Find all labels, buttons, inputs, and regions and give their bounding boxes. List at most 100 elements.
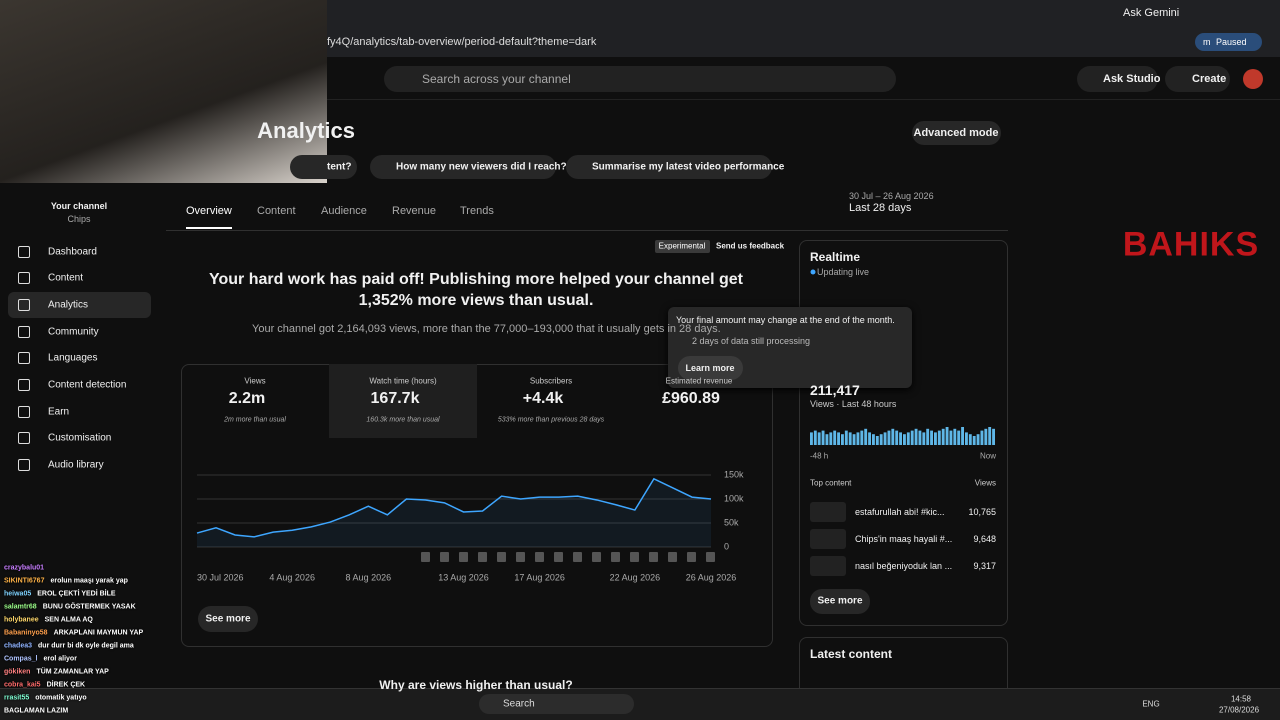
taskbar-search-label[interactable]: Search [503, 698, 535, 710]
advanced-mode-button[interactable] [912, 121, 1001, 145]
search-box[interactable] [384, 66, 896, 92]
nav-item[interactable]: Languages [48, 352, 98, 364]
realtime-bar [810, 432, 813, 445]
create[interactable]: Create [1192, 73, 1227, 85]
nav-item[interactable]: Community [48, 326, 99, 338]
realtime-bar [984, 428, 988, 445]
nav-icon [18, 459, 30, 471]
profile-status[interactable]: Paused [1216, 37, 1247, 47]
chat-message: DİREK ÇEK [46, 681, 86, 689]
x-tick-label: 8 Aug 2026 [346, 572, 392, 582]
create-button[interactable] [1165, 66, 1230, 92]
thumbnail[interactable] [810, 502, 846, 522]
nav-item[interactable]: Content detection [48, 379, 127, 391]
tab[interactable]: Audience [321, 205, 367, 217]
chip-label[interactable]: How many new viewers did I reach? [396, 161, 567, 173]
thumbnail[interactable] [810, 529, 846, 549]
realtime-bar [860, 430, 864, 445]
chat-line: cobra_kai5 DİREK ÇEK [4, 681, 86, 689]
video-views: 9,648 [973, 534, 996, 544]
realtime-bar [879, 434, 883, 445]
chip[interactable] [370, 155, 556, 179]
nav-item[interactable]: Earn [48, 406, 70, 418]
metric-label: Estimated revenue [665, 376, 733, 386]
nav-item[interactable]: Audio library [48, 459, 104, 471]
timeline-thumb [668, 552, 677, 562]
realtime-bar [813, 430, 817, 445]
realtime-card [799, 240, 1008, 626]
chat-message: erol aliyor [43, 655, 77, 663]
realtime-bar [899, 432, 902, 445]
metric-value: 2.2m [228, 390, 266, 407]
y-tick-label: 0 [724, 541, 729, 551]
date-range: 30 Jul – 26 Aug 2026 [849, 191, 934, 201]
avatar[interactable] [1243, 69, 1263, 89]
tab[interactable]: Revenue [392, 205, 437, 217]
chip-label[interactable]: Summarise my latest video performance [592, 161, 785, 173]
page-title: Analytics [257, 118, 355, 143]
realtime-bar [891, 428, 895, 445]
tab-underline [186, 227, 232, 229]
timeline-thumb [649, 552, 658, 562]
see-more-button[interactable] [198, 606, 258, 632]
timeline-thumb [535, 552, 544, 562]
realtime-bar [852, 434, 856, 445]
metric-label: Watch time (hours) [369, 376, 437, 386]
nav-item[interactable]: Content [48, 272, 84, 284]
feedback-link[interactable]: Send us feedback [716, 241, 785, 251]
realtime-bar [976, 434, 980, 445]
nav-item[interactable]: Analytics [48, 299, 89, 311]
ask-studio-button[interactable] [1077, 66, 1158, 92]
video-title[interactable]: Chips'in maaş hayali #... [855, 534, 953, 544]
line [196, 477, 712, 538]
y-tick-label: 100k [724, 493, 744, 503]
chat-line: gökiken TÜM ZAMANLAR YAP [4, 668, 109, 676]
headline: 1,352% more views than usual. [358, 292, 594, 309]
nav-icon [18, 326, 30, 338]
views-header: Views [974, 478, 996, 488]
see-more[interactable]: See more [205, 613, 251, 625]
taskbar-search[interactable] [479, 694, 634, 714]
chat-line: SIKINTI6767 erolun maaşı yarak yap [4, 577, 128, 585]
active-nav [8, 292, 151, 318]
timeline-thumb [421, 552, 430, 562]
realtime-views: 211,417 [810, 382, 860, 398]
realtime-bar [841, 434, 844, 445]
ask-gemini[interactable]: Ask Gemini [1123, 7, 1180, 19]
search-placeholder[interactable]: Search across your channel [422, 72, 571, 86]
realtime-see-more-label[interactable]: See more [817, 595, 863, 607]
tab[interactable]: Trends [460, 205, 494, 217]
tab[interactable]: Overview [186, 205, 232, 217]
top-content: Top content [810, 478, 852, 488]
lang: ENG [1142, 699, 1160, 709]
metric-value: +4.4k [522, 390, 564, 407]
period[interactable]: Last 28 days [849, 202, 912, 214]
thumbnail[interactable] [810, 556, 846, 576]
realtime-bar [837, 432, 840, 445]
realtime-bar [934, 432, 937, 445]
realtime-bar [953, 428, 957, 445]
nav-icon [18, 299, 30, 311]
profile-pill[interactable] [1195, 33, 1262, 51]
advanced-mode[interactable]: Advanced mode [913, 127, 999, 139]
why-heading: Why are views higher than usual? [379, 678, 573, 692]
chat-message: BUNU GÖSTERMEK YASAK [42, 603, 136, 611]
video-title[interactable]: nasıl beğeniyoduk lan ... [855, 561, 953, 571]
tooltip-button[interactable]: Learn more [685, 363, 735, 373]
area [197, 478, 711, 547]
timeline-thumb [459, 552, 468, 562]
chip-label[interactable]: tent? [327, 161, 352, 173]
realtime-bar [922, 432, 926, 445]
chip[interactable] [290, 155, 357, 179]
video-title[interactable]: estafurullah abi! #kic... [855, 507, 945, 517]
tab[interactable]: Content [257, 205, 296, 217]
nav-item[interactable]: Customisation [48, 432, 112, 444]
nav-item[interactable]: Dashboard [48, 246, 97, 258]
ask-studio[interactable]: Ask Studio [1103, 73, 1161, 85]
timeline-thumb [516, 552, 525, 562]
realtime-see-more[interactable] [810, 589, 870, 614]
chip[interactable] [566, 155, 772, 179]
chat-line: Compas_l erol aliyor [4, 655, 77, 663]
learn-more-button[interactable] [678, 356, 743, 380]
logo: BAHIKS [1122, 225, 1260, 264]
